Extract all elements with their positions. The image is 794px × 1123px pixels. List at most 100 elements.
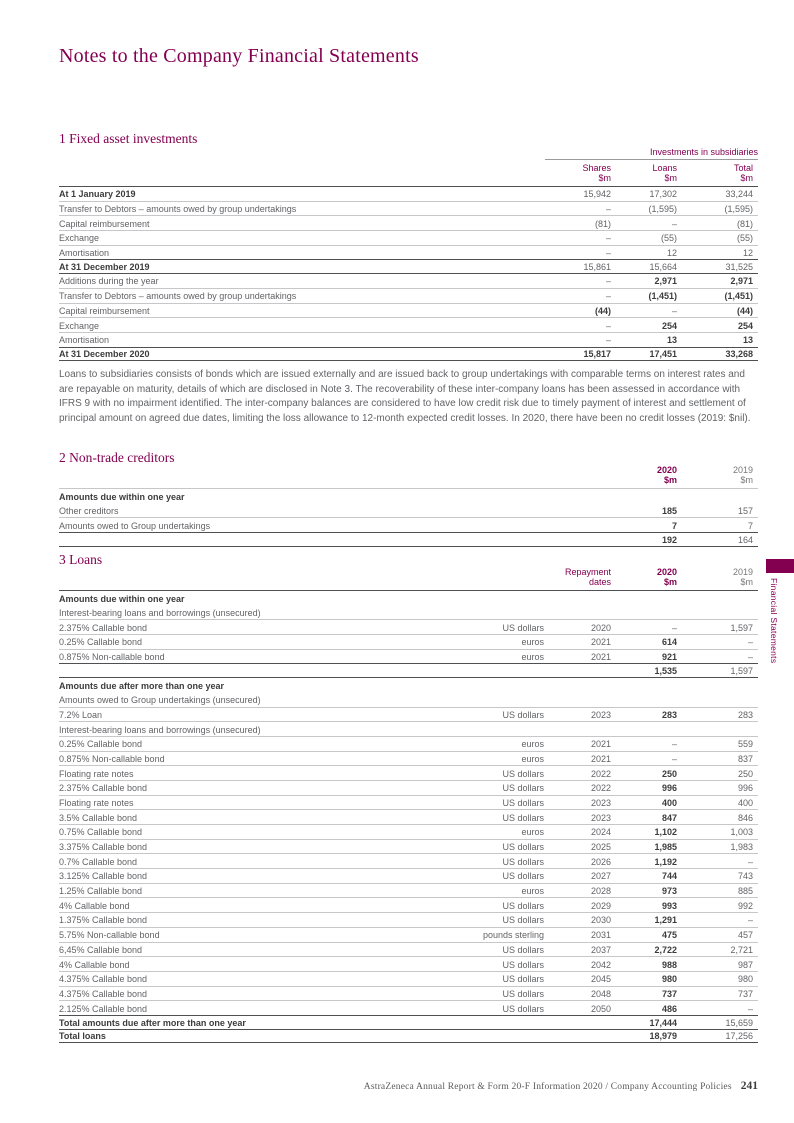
cell-value: US dollars <box>502 871 544 882</box>
cell-value: 2022 <box>590 768 611 779</box>
cell-value: 192 <box>661 534 677 545</box>
cell-value: US dollars <box>502 622 544 633</box>
section1-heading: 1 Fixed asset investments <box>59 131 198 146</box>
table-header: 2020 $m 2019 $m <box>59 462 758 489</box>
row-label: Total loans <box>59 1031 106 1042</box>
table-row: 2.375% Callable bond US dollars 2022 996 996 <box>59 781 758 796</box>
table-row: 5.75% Non-callable bond pounds sterling 20… <box>59 928 758 943</box>
cell-value: 2023 <box>590 709 611 720</box>
row-label: 0.25% Callable bond <box>59 637 143 648</box>
cell-value: (55) <box>736 233 753 244</box>
cell-value: 157 <box>737 506 753 517</box>
cell-value: US dollars <box>502 856 544 867</box>
table-row: 3.125% Callable bond US dollars 2027 744 743 <box>59 869 758 884</box>
group-header: Investments in subsidiaries <box>649 147 758 157</box>
cell-value: 283 <box>737 709 753 720</box>
cell-value: 846 <box>737 812 753 823</box>
row-label: At 31 December 2020 <box>59 349 150 360</box>
cell-value: 7 <box>671 520 677 531</box>
row-label: Capital reimbursement <box>59 305 150 316</box>
cell-value: 15,817 <box>583 349 611 360</box>
cell-value: 164 <box>737 534 753 545</box>
cell-value: (55) <box>660 233 677 244</box>
cell-value: 2025 <box>590 842 611 853</box>
table-row: Additions during the year – 2,971 2,971 <box>59 274 758 289</box>
cell-value: 980 <box>661 974 677 985</box>
cell-value: 185 <box>661 506 677 517</box>
table-row: Capital reimbursement (81) – (81) <box>59 216 758 232</box>
cell-value: 2,971 <box>654 276 677 287</box>
cell-value: US dollars <box>502 974 544 985</box>
cell-value: 1,291 <box>654 915 677 926</box>
cell-value: US dollars <box>502 709 544 720</box>
table-row: 4% Callable bond US dollars 2029 993 992 <box>59 898 758 914</box>
table-body: At 1 January 2019 15,942 17,302 33,244 Trans… <box>59 187 758 362</box>
row-label: 4% Callable bond <box>59 900 130 911</box>
column-header-label: Total <box>733 163 753 173</box>
cell-value: 400 <box>737 797 753 808</box>
cell-value: 2031 <box>590 930 611 941</box>
column-header-label: 2019 <box>732 465 753 475</box>
cell-value: 1,192 <box>654 856 677 867</box>
row-label: 6,45% Callable bond <box>59 944 143 955</box>
row-label: 4.375% Callable bond <box>59 974 148 985</box>
cell-value: 2027 <box>590 871 611 882</box>
cell-value: US dollars <box>502 783 544 794</box>
cell-value: 2,722 <box>654 944 677 955</box>
footer-text: AstraZeneca Annual Report & Form 20-F In… <box>363 1082 732 1092</box>
row-label: Floating rate notes <box>59 797 134 808</box>
cell-value: – <box>747 637 753 648</box>
table-row: Floating rate notes US dollars 2023 400 400 <box>59 796 758 811</box>
table-row: Total amounts due after more than one ye… <box>59 1014 758 1030</box>
cell-value: 996 <box>661 783 677 794</box>
cell-value: – <box>747 915 753 926</box>
cell-value: US dollars <box>502 812 544 823</box>
table-row: Total loans 18,979 17,256 <box>59 1028 758 1044</box>
row-label: Amounts owed to Group undertakings (unse… <box>59 695 261 706</box>
row-label: Additions during the year <box>59 276 159 287</box>
table-row: 0.75% Callable bond euros 2024 1,102 1,003 <box>59 825 758 840</box>
row-label: 2.125% Callable bond <box>59 1003 148 1014</box>
row-label: 5.75% Non-callable bond <box>59 930 160 941</box>
row-label: Transfer to Debtors – amounts owed by gr… <box>59 204 297 215</box>
cell-value: 744 <box>661 871 677 882</box>
row-label: 4% Callable bond <box>59 959 130 970</box>
table-row: 4.375% Callable bond US dollars 2045 980 980 <box>59 972 758 987</box>
column-header-total: Total $m <box>677 163 758 183</box>
cell-value: (81) <box>594 218 611 229</box>
cell-value: 2,721 <box>730 944 753 955</box>
row-label: 0.25% Callable bond <box>59 739 143 750</box>
cell-value: 17,302 <box>649 189 677 200</box>
note1-paragraph: Loans to subsidiaries consists of bonds … <box>59 369 751 424</box>
cell-value: 2021 <box>590 637 611 648</box>
cell-value: – <box>671 622 677 633</box>
row-label: Total amounts due after more than one ye… <box>59 1017 246 1028</box>
section2-heading: 2 Non-trade creditors <box>59 450 175 465</box>
cell-value: 250 <box>661 768 677 779</box>
cell-value: 1,102 <box>654 827 677 838</box>
cell-value: – <box>605 248 611 259</box>
column-header-label: 2019 <box>732 567 753 577</box>
cell-value: 2029 <box>590 900 611 911</box>
cell-value: euros <box>521 753 544 764</box>
cell-value: – <box>605 291 611 302</box>
cell-value: – <box>747 652 753 663</box>
cell-value: US dollars <box>502 797 544 808</box>
column-header-label: Repayment <box>564 567 611 577</box>
cell-value: euros <box>521 652 544 663</box>
cell-value: – <box>605 233 611 244</box>
cell-value: pounds sterling <box>482 930 544 941</box>
row-label: Exchange <box>59 233 100 244</box>
cell-value: 2042 <box>590 959 611 970</box>
page-footer: AstraZeneca Annual Report & Form 20-F In… <box>364 1080 758 1092</box>
table-row: Amounts due within one year <box>59 591 758 606</box>
cell-value: 2037 <box>590 944 611 955</box>
cell-value: – <box>605 276 611 287</box>
table-body: Amounts due within one year Interest-bear… <box>59 591 758 1044</box>
cell-value: US dollars <box>502 944 544 955</box>
cell-value: 33,268 <box>725 349 753 360</box>
column-header-label: Shares <box>582 163 611 173</box>
column-header-unit: $m <box>740 173 753 183</box>
non-trade-creditors-table: 2020 $m 2019 $m Amounts due within one y… <box>59 462 758 547</box>
